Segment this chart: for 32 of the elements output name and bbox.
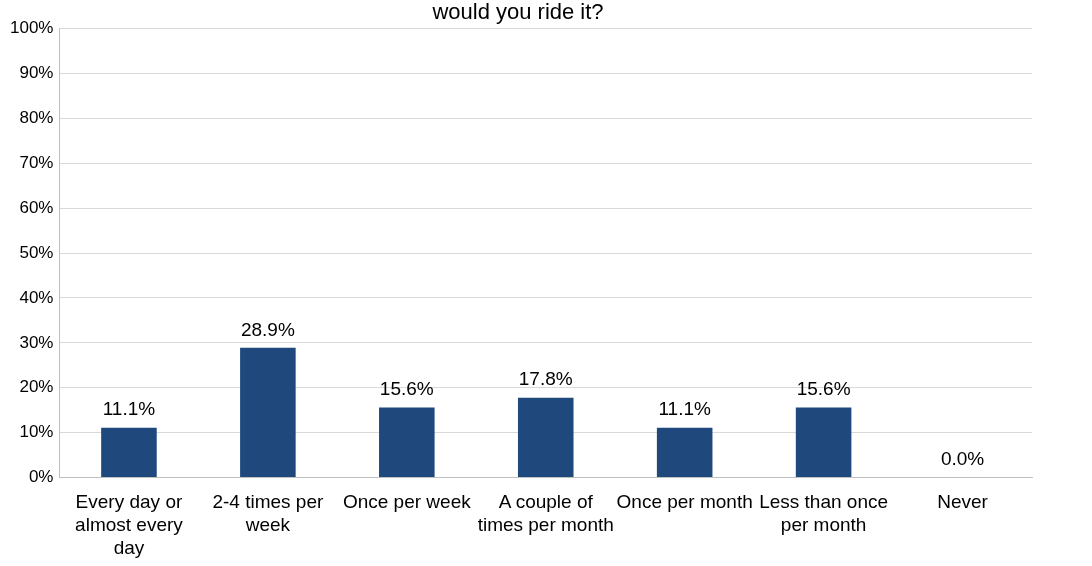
y-tick-label: 70% — [19, 152, 54, 172]
y-tick-label: 80% — [19, 107, 54, 127]
data-label: 11.1% — [658, 398, 712, 420]
y-tick-label: 20% — [19, 377, 54, 397]
x-tick-label: A couple of times per month — [477, 491, 614, 536]
data-label: 28.9% — [240, 318, 295, 340]
y-tick-label: 100% — [10, 18, 54, 38]
x-tick-label: 2-4 times per week — [212, 491, 324, 536]
bar — [517, 397, 574, 478]
bar — [795, 407, 852, 478]
x-tick-label: Once per month — [616, 491, 753, 513]
y-tick-label: 90% — [19, 63, 54, 83]
data-label: 17.8% — [518, 368, 573, 390]
bar — [240, 347, 296, 478]
data-label: 15.6% — [796, 378, 851, 400]
data-label: 15.6% — [379, 378, 434, 400]
bar — [379, 407, 435, 478]
chart-title: would you ride it? — [431, 0, 604, 25]
x-tick-label: Never — [937, 491, 989, 513]
data-label: 11.1% — [102, 398, 156, 420]
y-tick-label: 60% — [19, 197, 54, 217]
y-tick-label: 10% — [19, 422, 54, 442]
bar — [656, 427, 713, 478]
x-tick-label: Less than once per month — [759, 491, 889, 536]
y-tick-label: 30% — [19, 332, 54, 352]
y-tick-label: 40% — [19, 287, 54, 307]
bar — [101, 427, 157, 478]
y-tick-label: 50% — [19, 242, 54, 262]
x-tick-label: Every day or almost every day — [75, 491, 184, 558]
data-label: 0.0% — [940, 448, 985, 470]
y-tick-label: 0% — [28, 467, 54, 487]
x-tick-label: Once per week — [342, 491, 472, 513]
